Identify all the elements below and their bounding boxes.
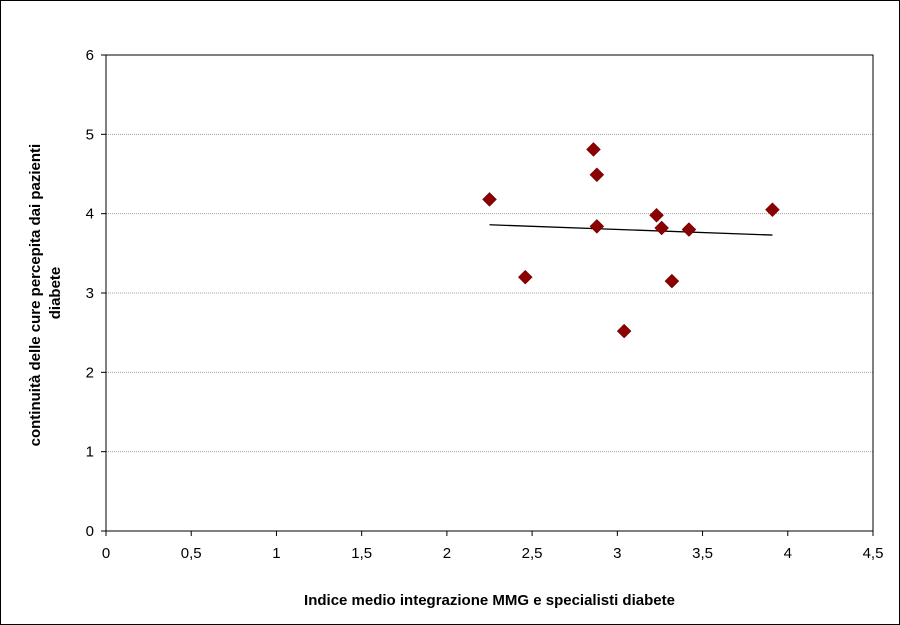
x-axis-title: Indice medio integrazione MMG e speciali… <box>304 592 675 609</box>
x-tick-label: 1 <box>272 545 280 562</box>
y-tick-label: 6 <box>86 47 94 64</box>
grid-lines <box>106 54 873 453</box>
data-point <box>765 202 780 218</box>
x-tick-label: 4,5 <box>863 545 884 562</box>
data-point <box>681 222 697 237</box>
data-point <box>517 269 533 285</box>
data-point <box>589 219 605 234</box>
x-tick-label: 3 <box>613 545 621 562</box>
data-point <box>664 273 680 289</box>
y-axis-title-line-1: continuità delle cure percepita dai pazi… <box>27 144 44 447</box>
data-point <box>589 167 605 183</box>
x-tick-labels: 0 0,5 1 1,5 2 2,5 3 3,5 4 4,5 <box>102 545 884 562</box>
data-point <box>616 323 632 339</box>
x-tick-label: 2,5 <box>522 545 543 562</box>
y-tick-label: 1 <box>86 444 94 461</box>
x-tick-label: 3,5 <box>692 545 713 562</box>
y-tick-label: 4 <box>86 206 94 223</box>
x-tick-label: 2 <box>443 545 451 562</box>
y-axis-title-line-2: diabete <box>47 267 64 320</box>
x-tick-label: 4 <box>784 545 792 562</box>
x-tick-label: 0,5 <box>181 545 202 562</box>
data-point <box>586 142 601 157</box>
y-tick-labels: 0 1 2 3 4 5 6 <box>86 47 94 540</box>
y-axis-title: continuità delle cure percepita dai pazi… <box>27 140 64 447</box>
x-tick-label: 0 <box>102 545 110 562</box>
data-point <box>482 192 497 207</box>
data-points <box>482 142 780 339</box>
y-tick-label: 5 <box>86 126 94 143</box>
data-point <box>654 220 670 236</box>
data-point <box>649 207 664 223</box>
axes <box>101 54 874 536</box>
trendline <box>489 224 773 236</box>
y-tick-label: 2 <box>86 364 94 381</box>
plot-area <box>105 54 874 532</box>
x-tick-label: 1,5 <box>351 545 372 562</box>
trendline-layer <box>489 224 773 236</box>
y-tick-label: 3 <box>86 285 94 302</box>
y-tick-label: 0 <box>86 523 94 540</box>
